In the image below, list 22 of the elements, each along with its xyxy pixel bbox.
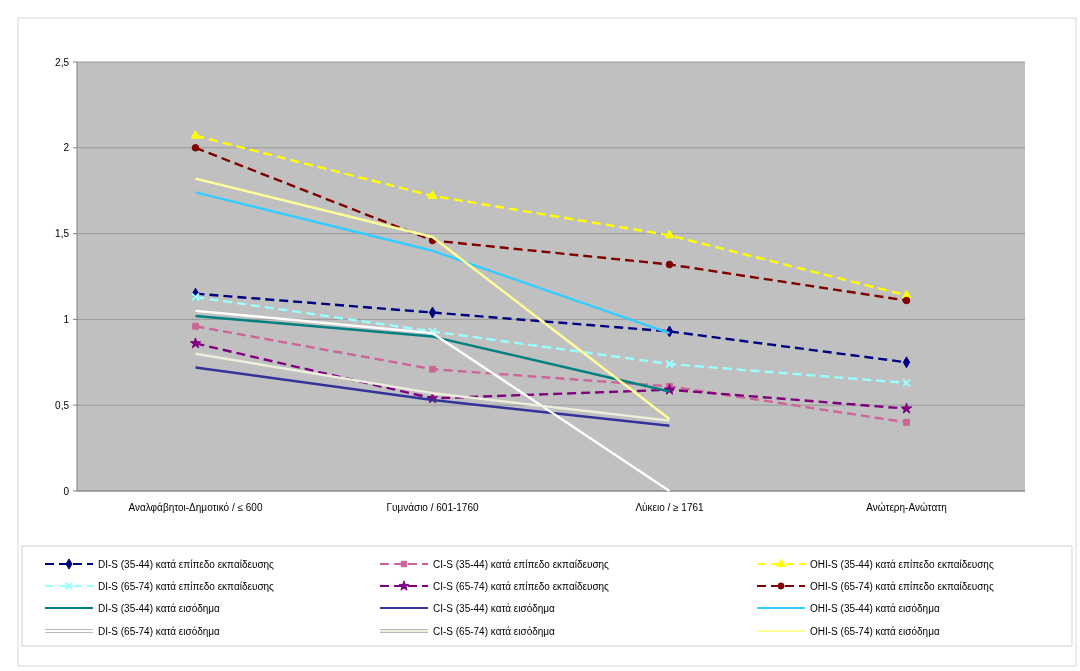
legend-label: DI-S (65-74) κατά επίπεδο εκπαίδευσης bbox=[98, 580, 275, 592]
y-tick-label: 0 bbox=[63, 485, 70, 497]
legend-label: CI-S (65-74) κατά εισόδημα bbox=[433, 625, 556, 637]
x-tick-label: Λύκειο / ≥ 1761 bbox=[635, 502, 705, 513]
x-tick-label: Αναλφάβητοι-Δημοτικό / ≤ 600 bbox=[128, 502, 263, 513]
legend-label: CI-S (65-74) κατά επίπεδο εκπαίδευσης bbox=[433, 580, 610, 592]
legend-label: DI-S (35-44) κατά εισόδημα bbox=[98, 602, 221, 614]
y-tick-label: 2,5 bbox=[55, 56, 70, 68]
legend-label: DI-S (65-74) κατά εισόδημα bbox=[98, 625, 221, 637]
legend-label: CI-S (35-44) κατά επίπεδο εκπαίδευσης bbox=[433, 558, 610, 570]
y-tick-label: 1 bbox=[63, 313, 70, 325]
legend-label: OHI-S (65-74) κατά επίπεδο εκπαίδευσης bbox=[810, 580, 994, 592]
legend-label: DI-S (35-44) κατά επίπεδο εκπαίδευσης bbox=[98, 558, 275, 570]
legend-label: CI-S (35-44) κατά εισόδημα bbox=[433, 602, 556, 614]
legend-label: OHI-S (35-44) κατά εισόδημα bbox=[810, 602, 940, 614]
y-tick-label: 2 bbox=[63, 142, 70, 154]
x-tick-label: Γυμνάσιο / 601-1760 bbox=[386, 502, 479, 513]
legend-label: OHI-S (65-74) κατά εισόδημα bbox=[810, 625, 940, 637]
y-tick-label: 1,5 bbox=[55, 228, 70, 240]
y-tick-label: 0,5 bbox=[55, 399, 70, 411]
legend-label: OHI-S (35-44) κατά επίπεδο εκπαίδευσης bbox=[810, 558, 994, 570]
x-tick-label: Ανώτερη-Ανώτατη bbox=[866, 502, 947, 513]
